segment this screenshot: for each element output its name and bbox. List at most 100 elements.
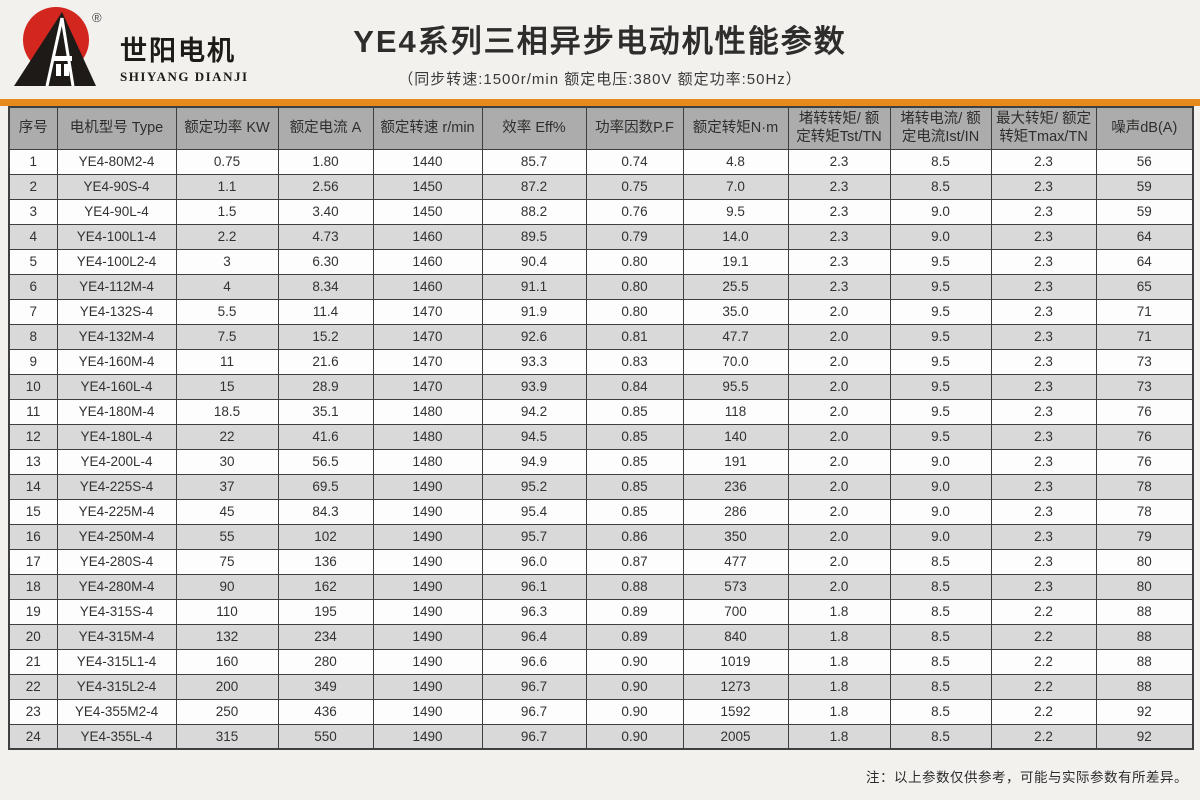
table-cell: 2.3	[990, 323, 1097, 350]
table-cell: 69.5	[277, 473, 374, 500]
sun-mountain-logo-icon	[14, 7, 96, 87]
table-cell: 20	[8, 623, 58, 650]
table-cell: 2.3	[787, 173, 891, 200]
table-cell: 102	[277, 523, 374, 550]
table-cell: 2.0	[787, 473, 891, 500]
table-cell: 2.3	[990, 498, 1097, 525]
table-cell: 1.8	[787, 698, 891, 725]
table-cell: 9.0	[889, 198, 992, 225]
table-cell: 4	[175, 273, 279, 300]
table-cell: 0.79	[585, 223, 684, 250]
table-cell: 1490	[372, 473, 483, 500]
table-cell: 110	[175, 598, 279, 625]
table-cell: 88	[1095, 598, 1194, 625]
table-cell: 78	[1095, 473, 1194, 500]
table-cell: 2.3	[990, 173, 1097, 200]
table-cell: 96.7	[481, 698, 587, 725]
table-row: 22 YE4-315L2-4 200 349 1490 96.7 0.90 1273 1.8 8.…	[8, 673, 1194, 700]
table-cell: 1273	[682, 673, 789, 700]
table-cell: 55	[175, 523, 279, 550]
table-cell: 2.2	[990, 598, 1097, 625]
table-cell: 2.0	[787, 498, 891, 525]
table-cell: 2005	[682, 723, 789, 750]
header-row: 序号 电机型号 Type 额定功率 KW 额定电流 A 额定转速 r/min 效率 Eff…	[8, 106, 1194, 150]
table-cell: 840	[682, 623, 789, 650]
page-subtitle: （同步转速:1500r/min 额定电压:380V 额定功率:50Hz）	[398, 71, 802, 88]
table-cell: 2.2	[990, 673, 1097, 700]
table-row: 10 YE4-160L-4 15 28.9 1470 93.9 0.84 95.5 2.0 9.5…	[8, 373, 1194, 400]
table-cell: 92	[1095, 723, 1194, 750]
table-cell: 9.0	[889, 448, 992, 475]
table-cell: 0.90	[585, 648, 684, 675]
brand-text: 世阳电机 SHIYANG DIANJI	[120, 36, 249, 85]
table-cell: 286	[682, 498, 789, 525]
table-cell: 28.9	[277, 373, 374, 400]
table-cell: YE4-280M-4	[56, 573, 177, 600]
table-cell: YE4-180M-4	[56, 398, 177, 425]
table-cell: 5	[8, 248, 58, 275]
table-cell: 9.0	[889, 498, 992, 525]
table-cell: YE4-100L1-4	[56, 223, 177, 250]
accent-bar	[0, 99, 1200, 106]
table-cell: 0.89	[585, 623, 684, 650]
column-header: 堵转转矩/ 额定转矩Tst/TN	[787, 106, 891, 150]
column-header: 额定转矩N·m	[682, 106, 789, 150]
column-header: 效率 Eff%	[481, 106, 587, 150]
page-title: YE4系列三相异步电动机性能参数	[353, 24, 847, 59]
table-row: 12 YE4-180L-4 22 41.6 1480 94.5 0.85 140 2.0 9.5 2…	[8, 423, 1194, 450]
table-cell: 0.85	[585, 398, 684, 425]
table-row: 16 YE4-250M-4 55 102 1490 95.7 0.86 350 2.0 9.0 2.…	[8, 523, 1194, 550]
table-row: 2 YE4-90S-4 1.1 2.56 1450 87.2 0.75 7.0 2.3 8.5 2.…	[8, 173, 1194, 200]
table-cell: 195	[277, 598, 374, 625]
table-cell: 1490	[372, 698, 483, 725]
table-cell: YE4-160M-4	[56, 348, 177, 375]
table-cell: 2.3	[787, 198, 891, 225]
table-cell: 23	[8, 698, 58, 725]
table-cell: 136	[277, 548, 374, 575]
table-cell: 76	[1095, 398, 1194, 425]
table-cell: 1.8	[787, 648, 891, 675]
table-cell: 2.2	[175, 223, 279, 250]
table-cell: 2.3	[990, 523, 1097, 550]
table-cell: 8.5	[889, 723, 992, 750]
table-cell: 0.85	[585, 473, 684, 500]
table-cell: 95.5	[682, 373, 789, 400]
table-cell: 9.0	[889, 523, 992, 550]
table-cell: 2.0	[787, 548, 891, 575]
table-row: 6 YE4-112M-4 4 8.34 1460 91.1 0.80 25.5 2.3 9.5 2.…	[8, 273, 1194, 300]
brand-name-en: SHIYANG DIANJI	[120, 68, 249, 84]
column-header: 堵转电流/ 额定电流Ist/IN	[889, 106, 992, 150]
table-cell: 2.3	[990, 298, 1097, 325]
table-cell: 1490	[372, 598, 483, 625]
table-cell: 11	[175, 348, 279, 375]
table-cell: 76	[1095, 423, 1194, 450]
table-cell: 7	[8, 298, 58, 325]
footnote: 注：以上参数仅供参考，可能与实际参数有所差异。	[866, 770, 1188, 785]
table-cell: 0.84	[585, 373, 684, 400]
table-cell: 8.5	[889, 573, 992, 600]
table-row: 9 YE4-160M-4 11 21.6 1470 93.3 0.83 70.0 2.0 9.5 2…	[8, 348, 1194, 375]
table-cell: 250	[175, 698, 279, 725]
table-cell: 2.3	[990, 223, 1097, 250]
spec-table-body: 1 YE4-80M2-4 0.75 1.80 1440 85.7 0.74 4.8 2.3 8.5…	[8, 148, 1194, 750]
table-cell: 573	[682, 573, 789, 600]
table-cell: 93.9	[481, 373, 587, 400]
column-header: 额定功率 KW	[175, 106, 279, 150]
table-cell: 35.1	[277, 398, 374, 425]
table-cell: 477	[682, 548, 789, 575]
table-cell: 0.75	[175, 148, 279, 175]
table-cell: 0.80	[585, 273, 684, 300]
table-cell: 1490	[372, 523, 483, 550]
table-cell: 0.74	[585, 148, 684, 175]
table-cell: 200	[175, 673, 279, 700]
table-cell: 2	[8, 173, 58, 200]
table-cell: 0.80	[585, 298, 684, 325]
column-header: 功率因数P.F	[585, 106, 684, 150]
table-cell: 2.0	[787, 348, 891, 375]
table-cell: 15	[8, 498, 58, 525]
table-cell: YE4-160L-4	[56, 373, 177, 400]
table-cell: 3.40	[277, 198, 374, 225]
table-cell: YE4-132S-4	[56, 298, 177, 325]
table-cell: YE4-200L-4	[56, 448, 177, 475]
